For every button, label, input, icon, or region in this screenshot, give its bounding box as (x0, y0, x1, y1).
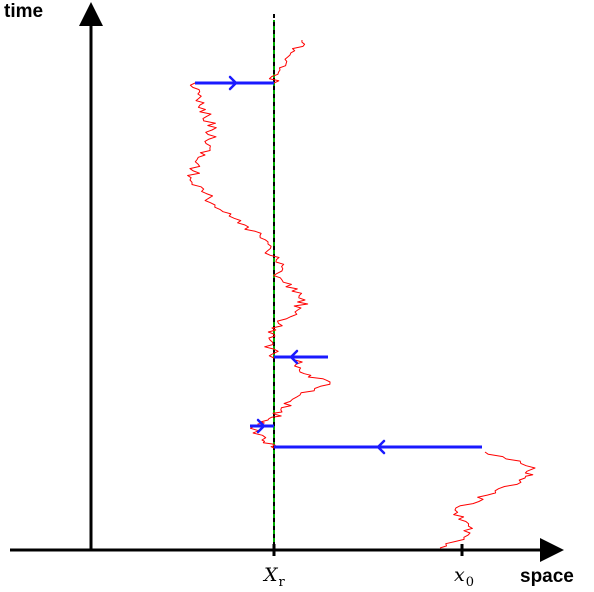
time-axis-label: time (4, 1, 43, 22)
reset-jump-arrowhead (256, 418, 266, 434)
trajectory-segment (268, 39, 306, 84)
trajectory-segment (250, 359, 331, 449)
reset-jumps (195, 75, 482, 455)
start-point-label: x0 (454, 564, 474, 590)
reset-point-label-main: X (262, 564, 279, 586)
brownian-trajectory (187, 39, 536, 549)
reset-jump-arrowhead (289, 349, 299, 365)
start-point-label-sub: 0 (466, 575, 474, 590)
reset-jump-arrowhead (376, 439, 386, 455)
start-point-label-main: x (454, 564, 465, 586)
trajectory-segment (187, 82, 309, 359)
trajectory-segment (439, 451, 536, 549)
reset-jump-arrowhead (228, 75, 238, 91)
reset-point-label-sub: r (279, 575, 286, 590)
reset-point-label: Xr (262, 564, 286, 590)
space-axis-label: space (520, 566, 574, 587)
